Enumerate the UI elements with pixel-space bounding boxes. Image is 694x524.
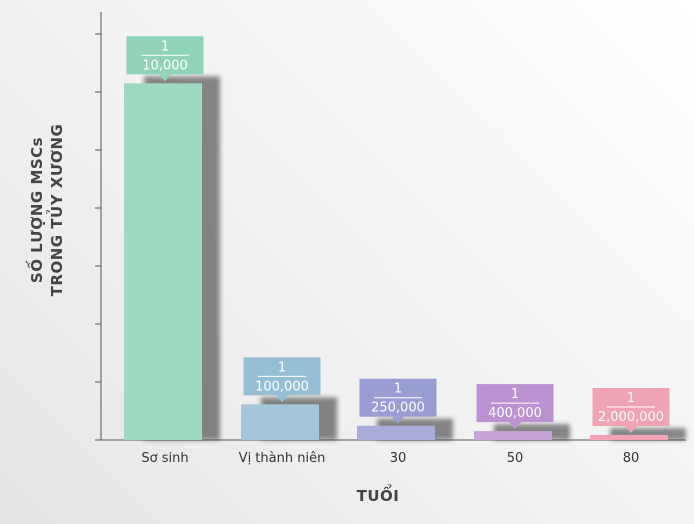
- category-label: 80: [623, 451, 640, 466]
- callout-denominator: 400,000: [488, 406, 542, 421]
- callout-numerator: 1: [394, 382, 402, 397]
- bar: [474, 431, 552, 440]
- bar: [124, 83, 202, 441]
- category-label: Vị thành niên: [239, 451, 326, 466]
- value-callout: 1 250,000: [359, 378, 437, 424]
- bars-group: [124, 76, 686, 441]
- bar: [590, 435, 668, 440]
- callout-numerator: 1: [161, 39, 169, 54]
- callout-pointer: [509, 422, 521, 430]
- y-axis-title-line-2: TRONG TỦY XƯƠNG: [45, 124, 66, 297]
- y-axis-title-line-1: SỐ LƯỢNG MSCs: [25, 137, 46, 283]
- x-axis-title: TUỔI: [357, 483, 400, 505]
- callout-pointer: [159, 74, 171, 82]
- category-label: Sơ sinh: [141, 451, 188, 466]
- callout-denominator: 10,000: [142, 58, 188, 73]
- callout-denominator: 250,000: [371, 401, 425, 416]
- bar: [357, 425, 435, 440]
- callout-numerator: 1: [511, 387, 519, 402]
- callout-denominator: 2,000,000: [598, 410, 664, 425]
- value-callout: 1 2,000,000: [592, 388, 670, 433]
- category-labels: Sơ sinh Vị thành niên 30 50 80: [141, 451, 639, 466]
- callout-pointer: [625, 426, 637, 433]
- y-axis-ticks: [95, 33, 101, 441]
- callout-pointer: [392, 416, 404, 424]
- category-label: 30: [390, 451, 407, 466]
- value-callout: 1 400,000: [476, 384, 554, 430]
- callout-numerator: 1: [278, 360, 286, 375]
- bar: [241, 404, 319, 440]
- y-axis-title: SỐ LƯỢNG MSCs TRONG TỦY XƯƠNG: [25, 124, 66, 297]
- value-callout: 1 100,000: [243, 357, 321, 403]
- callout-pointer: [276, 395, 288, 403]
- value-callouts: 1 10,000 1 100,000 1 250,000 1 400,000 1 2,000,00…: [126, 36, 670, 433]
- callout-numerator: 1: [627, 391, 635, 406]
- callout-denominator: 100,000: [255, 379, 309, 394]
- category-label: 50: [507, 451, 524, 466]
- value-callout: 1 10,000: [126, 36, 204, 82]
